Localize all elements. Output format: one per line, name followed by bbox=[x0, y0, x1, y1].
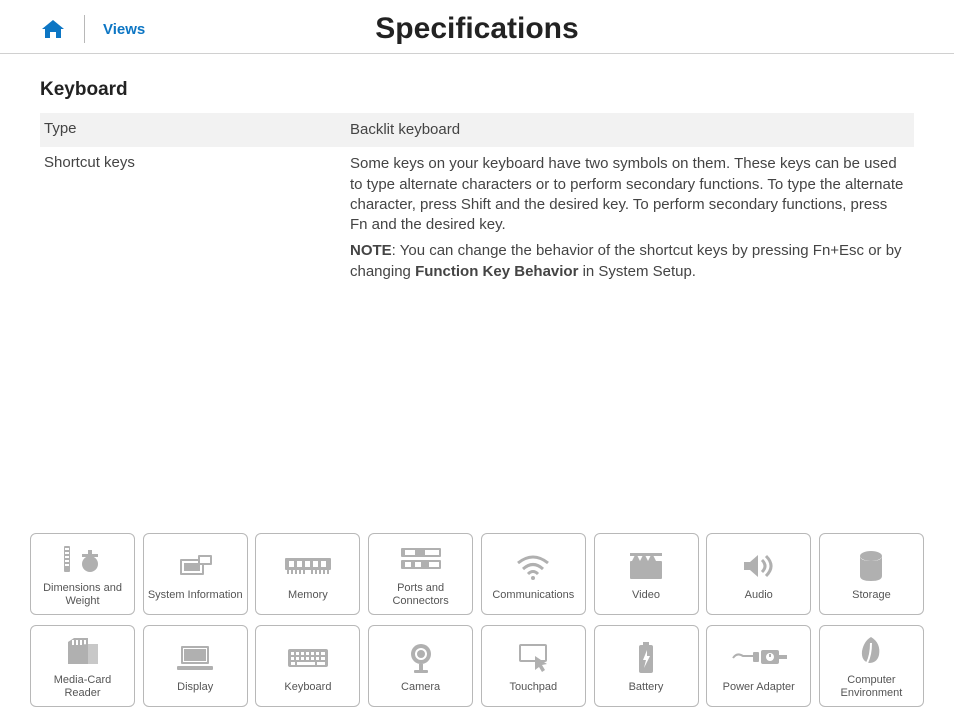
environment-icon bbox=[857, 632, 885, 670]
tile-row-2: Media-Card Reader Display Keyboard Camera To… bbox=[30, 625, 924, 707]
tile-label: Audio bbox=[741, 589, 777, 602]
tile-label: Touchpad bbox=[505, 681, 561, 694]
battery-icon bbox=[637, 639, 655, 677]
tile-label: Storage bbox=[848, 589, 895, 602]
tile-camera[interactable]: Camera bbox=[368, 625, 473, 707]
tile-video[interactable]: Video bbox=[594, 533, 699, 615]
tile-system[interactable]: System Information bbox=[143, 533, 248, 615]
tile-label: Ports and Connectors bbox=[369, 582, 472, 607]
wifi-icon bbox=[514, 547, 552, 585]
spec-table: Type Backlit keyboard Shortcut keys Some… bbox=[40, 113, 914, 289]
sdcard-icon bbox=[66, 632, 100, 670]
video-icon bbox=[626, 547, 666, 585]
tile-wifi[interactable]: Communications bbox=[481, 533, 586, 615]
tile-battery[interactable]: Battery bbox=[594, 625, 699, 707]
tile-label: Media-Card Reader bbox=[31, 674, 134, 699]
camera-icon bbox=[406, 639, 436, 677]
tile-row-1: Dimensions and Weight System Information M… bbox=[30, 533, 924, 615]
tile-label: System Information bbox=[144, 589, 247, 602]
dimensions-icon bbox=[62, 540, 104, 578]
tile-label: Computer Environment bbox=[820, 674, 923, 699]
section-title: Keyboard bbox=[40, 79, 914, 101]
spec-value-shortcut: Some keys on your keyboard have two symb… bbox=[350, 154, 914, 282]
display-icon bbox=[175, 639, 215, 677]
tile-memory[interactable]: Memory bbox=[255, 533, 360, 615]
tile-power[interactable]: Power Adapter bbox=[706, 625, 811, 707]
spec-value-type: Backlit keyboard bbox=[350, 120, 914, 140]
tile-environment[interactable]: Computer Environment bbox=[819, 625, 924, 707]
note-prefix: NOTE bbox=[350, 242, 392, 259]
tile-label: Display bbox=[173, 681, 217, 694]
audio-icon bbox=[740, 547, 778, 585]
tile-dimensions[interactable]: Dimensions and Weight bbox=[30, 533, 135, 615]
tile-storage[interactable]: Storage bbox=[819, 533, 924, 615]
home-icon[interactable] bbox=[40, 18, 66, 40]
ports-icon bbox=[399, 540, 443, 578]
note-bold: Function Key Behavior bbox=[415, 263, 578, 280]
shortcut-description: Some keys on your keyboard have two symb… bbox=[350, 155, 903, 233]
tile-keyboard[interactable]: Keyboard bbox=[255, 625, 360, 707]
tile-label: Keyboard bbox=[280, 681, 335, 694]
tile-label: Dimensions and Weight bbox=[31, 582, 134, 607]
tile-label: Video bbox=[628, 589, 664, 602]
storage-icon bbox=[858, 547, 884, 585]
spec-label-type: Type bbox=[40, 120, 350, 140]
keyboard-icon bbox=[286, 639, 330, 677]
memory-icon bbox=[283, 547, 333, 585]
system-icon bbox=[174, 547, 216, 585]
table-row: Type Backlit keyboard bbox=[40, 113, 914, 147]
tile-label: Power Adapter bbox=[719, 681, 799, 694]
power-icon bbox=[731, 639, 787, 677]
tile-touchpad[interactable]: Touchpad bbox=[481, 625, 586, 707]
content-area: Keyboard Type Backlit keyboard Shortcut … bbox=[0, 54, 954, 289]
nav-divider bbox=[84, 15, 85, 43]
tile-label: Memory bbox=[284, 589, 332, 602]
touchpad-icon bbox=[515, 639, 551, 677]
table-row: Shortcut keys Some keys on your keyboard… bbox=[40, 147, 914, 289]
top-nav: Views Specifications bbox=[0, 0, 954, 53]
note-block: NOTE: You can change the behavior of the… bbox=[350, 241, 906, 282]
tile-label: Communications bbox=[488, 589, 578, 602]
note-text-after: in System Setup. bbox=[578, 263, 696, 280]
spec-label-shortcut: Shortcut keys bbox=[40, 154, 350, 282]
tile-display[interactable]: Display bbox=[143, 625, 248, 707]
tile-ports[interactable]: Ports and Connectors bbox=[368, 533, 473, 615]
tile-label: Camera bbox=[397, 681, 444, 694]
tile-label: Battery bbox=[625, 681, 668, 694]
views-link[interactable]: Views bbox=[103, 21, 145, 38]
tile-audio[interactable]: Audio bbox=[706, 533, 811, 615]
tile-grid: Dimensions and Weight System Information M… bbox=[0, 523, 954, 707]
tile-sdcard[interactable]: Media-Card Reader bbox=[30, 625, 135, 707]
